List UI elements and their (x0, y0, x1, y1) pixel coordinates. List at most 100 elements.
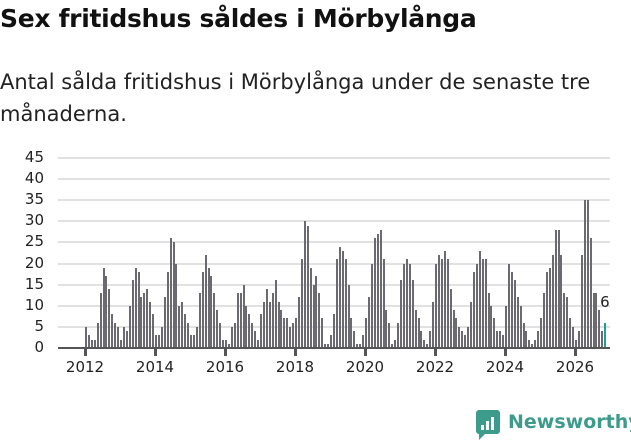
bar (542, 293, 545, 348)
bar (303, 221, 306, 348)
bar (280, 310, 283, 348)
bar (589, 238, 592, 348)
bar (324, 343, 327, 348)
x-tick (84, 349, 87, 356)
bar (157, 335, 160, 348)
bar (557, 229, 560, 348)
bar (274, 280, 277, 348)
bar (198, 293, 201, 348)
bar (160, 326, 163, 348)
bar (227, 343, 230, 348)
bar (437, 255, 440, 348)
gridline (58, 241, 610, 244)
gridline (58, 262, 610, 265)
bar (505, 305, 507, 348)
bar (222, 339, 225, 348)
bar (566, 297, 569, 348)
y-tick-label: 5 (34, 316, 44, 335)
bar (583, 200, 586, 348)
bar (242, 284, 245, 348)
bar (268, 301, 271, 348)
bar (332, 314, 335, 348)
bar (335, 259, 338, 348)
bar (490, 305, 493, 348)
bar (225, 339, 227, 348)
bar (210, 276, 213, 348)
x-tick-label: 2026 (555, 358, 595, 376)
bar (487, 293, 490, 348)
bar (586, 200, 589, 348)
bar (563, 293, 566, 348)
x-tick (574, 349, 577, 356)
bar (376, 234, 379, 348)
bar (341, 250, 344, 348)
y-tick-label: 45 (24, 148, 44, 166)
bar (108, 288, 111, 348)
bar (187, 322, 190, 348)
bar (452, 310, 455, 348)
x-tick-label: 2012 (65, 358, 105, 376)
bar (321, 318, 324, 348)
bar (525, 331, 528, 348)
bar (265, 288, 268, 348)
bar-chart-icon (476, 410, 500, 440)
gridline (58, 157, 610, 159)
chart-title: Sex fritidshus såldes i Mörbylånga (0, 4, 477, 33)
bar (484, 259, 487, 348)
bar (580, 255, 583, 348)
bar (207, 267, 210, 348)
x-tick-label: 2018 (275, 358, 315, 376)
bar (184, 314, 187, 348)
bar (143, 293, 146, 348)
bar (102, 267, 105, 348)
bar (131, 280, 134, 348)
bar (178, 305, 181, 348)
bar (405, 259, 408, 348)
bar (496, 331, 499, 348)
bar (499, 331, 502, 348)
bar (338, 246, 341, 348)
bar (470, 301, 472, 348)
y-tick-label: 20 (24, 253, 44, 272)
bar (391, 343, 394, 348)
bar (87, 335, 90, 348)
bar (350, 318, 353, 348)
bar (577, 331, 580, 348)
x-tick-label: 2020 (345, 358, 385, 376)
x-tick (154, 349, 157, 356)
bar (507, 263, 510, 348)
bar (359, 343, 362, 348)
x-tick-label: 2024 (485, 358, 525, 376)
bar (128, 305, 131, 348)
x-tick (364, 349, 367, 356)
bar (245, 305, 248, 348)
bar (528, 339, 531, 348)
bar (292, 322, 295, 348)
bar (554, 229, 557, 348)
bar (96, 322, 99, 348)
gridline (58, 304, 610, 307)
bar (195, 326, 198, 348)
chart-subtitle: Antal sålda fritidshus i Mörbylånga unde… (0, 70, 591, 126)
bar (300, 259, 303, 348)
bar (330, 335, 332, 348)
bar (295, 318, 297, 348)
y-tick-label: 40 (24, 169, 44, 188)
bar (105, 276, 108, 348)
gridline (58, 199, 610, 202)
bar (379, 229, 382, 348)
bar (537, 331, 540, 348)
bar (502, 335, 505, 348)
bar (545, 272, 548, 348)
bar (254, 331, 257, 348)
bar (426, 343, 429, 348)
bar (408, 263, 411, 348)
x-tick (434, 349, 437, 356)
bar (286, 318, 289, 348)
bar (344, 259, 347, 348)
bar (172, 242, 175, 348)
bar (601, 331, 604, 348)
x-tick-label: 2016 (205, 358, 245, 376)
x-tick-label: 2022 (415, 358, 455, 376)
bar (435, 263, 437, 348)
